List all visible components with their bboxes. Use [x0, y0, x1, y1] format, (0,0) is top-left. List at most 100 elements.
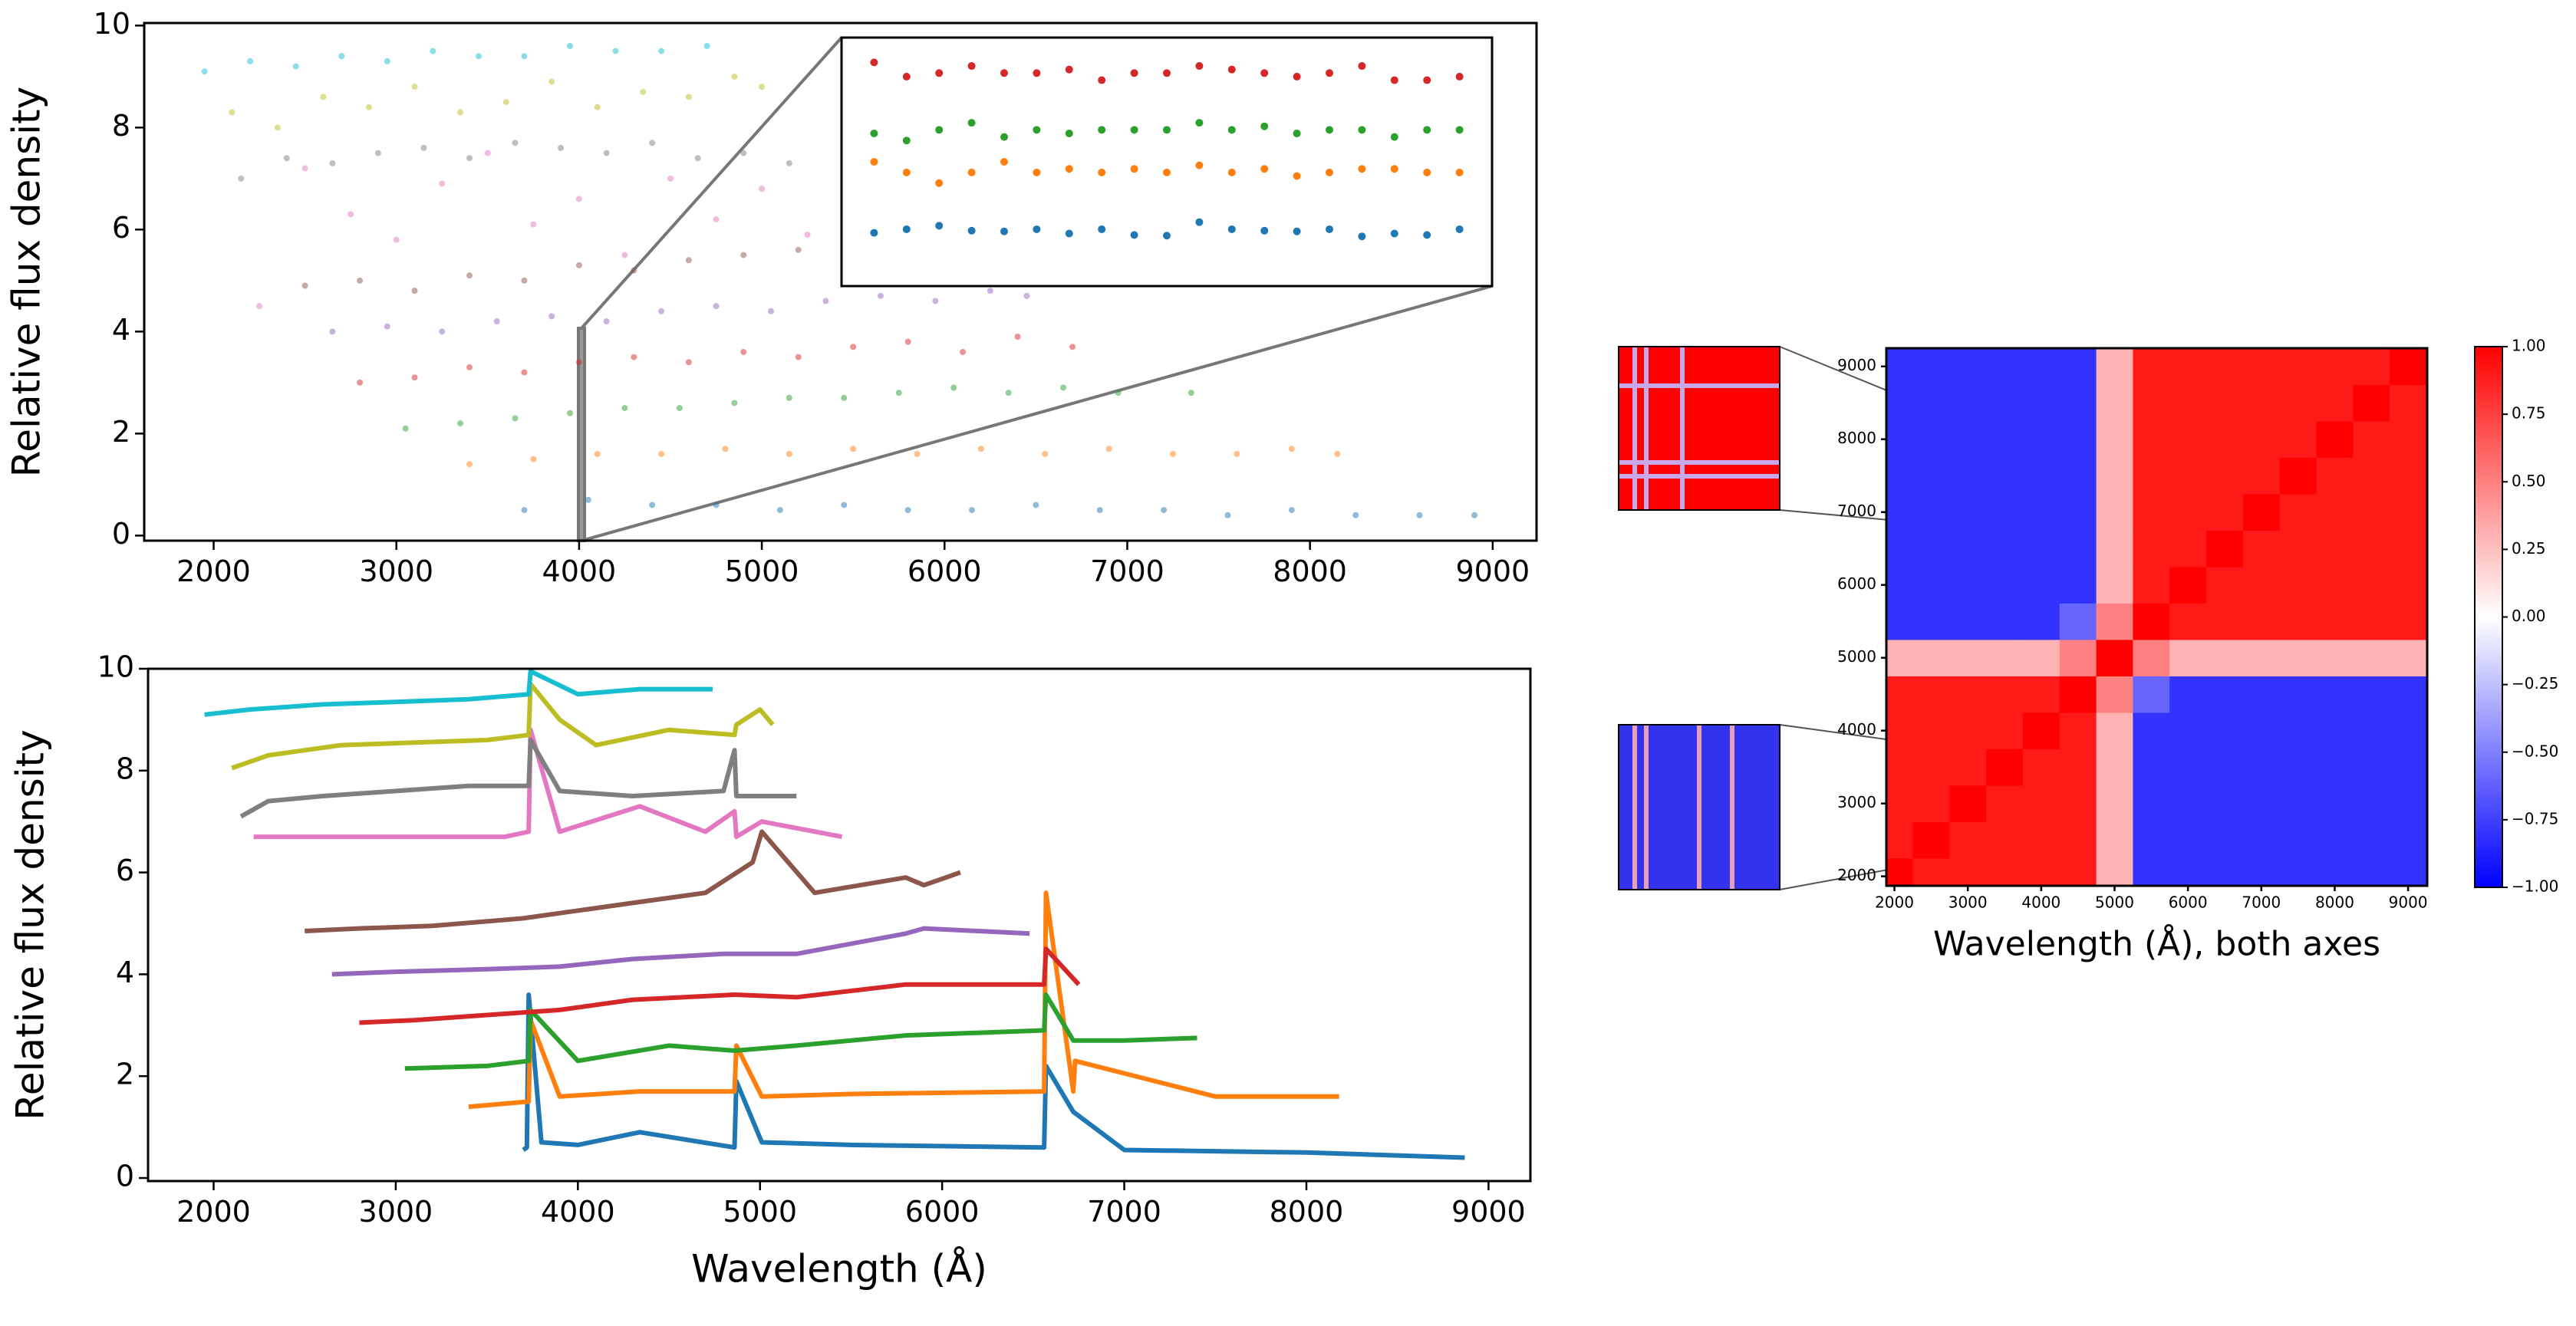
heatmap-cell	[1886, 785, 1913, 822]
data-point	[1195, 62, 1204, 71]
heatmap-cell	[2390, 566, 2427, 604]
data-point	[1105, 446, 1112, 452]
data-point	[247, 58, 254, 64]
colorbar-tick-label: −0.25	[2512, 674, 2558, 693]
data-point	[1000, 158, 1008, 166]
data-point	[1352, 512, 1359, 518]
data-point	[713, 303, 720, 310]
spectrum-line	[231, 681, 775, 771]
data-point	[1260, 122, 1269, 130]
heatmap-cell	[2022, 749, 2060, 786]
x-tick-label: 4000	[541, 1195, 615, 1229]
heatmap-cell	[2169, 821, 2207, 859]
y-tick-label: 8	[112, 109, 130, 143]
data-point	[795, 354, 802, 360]
heatmap-cell	[1986, 639, 2024, 676]
heatmap-cell	[2242, 566, 2281, 604]
heatmap-cell	[2242, 785, 2281, 822]
data-point	[320, 94, 327, 100]
data-point	[274, 124, 281, 131]
heatmap-cell	[2390, 457, 2427, 495]
heatmap-cell	[2059, 676, 2097, 713]
heatmap-cell	[1886, 749, 1913, 786]
data-point	[658, 450, 665, 457]
heatmap-cell	[1949, 712, 1987, 749]
heatmap-cell	[2169, 603, 2207, 640]
heatmap-cell	[2059, 857, 2097, 886]
heatmap-cell	[2390, 712, 2427, 749]
heatmap-cell	[2242, 639, 2281, 676]
heatmap-cell	[2169, 493, 2207, 531]
heatmap-cell	[2353, 530, 2390, 568]
data-point	[786, 160, 792, 166]
heatmap-cell	[1986, 566, 2024, 604]
heatmap-cell	[2169, 676, 2207, 713]
heatmap-cell	[1886, 566, 1913, 604]
heatmap-cell	[2133, 493, 2170, 531]
heatmap-cell	[2096, 676, 2133, 713]
colorbar-tick-label: −0.50	[2512, 742, 2558, 760]
data-point	[457, 109, 464, 116]
data-point	[902, 137, 911, 145]
data-point	[512, 140, 519, 146]
x-tick-label: 7000	[1087, 1195, 1161, 1229]
data-point	[1423, 76, 1431, 84]
heatmap-cell	[1986, 749, 2024, 786]
data-point	[1195, 161, 1204, 169]
data-point	[1423, 126, 1431, 134]
data-point	[201, 68, 208, 75]
x-tick-label: 6000	[905, 1195, 980, 1229]
y-tick-label: 2	[112, 415, 130, 449]
heatmap-cell	[2133, 785, 2170, 822]
heatmap-cell	[2353, 857, 2390, 886]
x-tick-label: 9000	[2389, 893, 2428, 912]
heatmap-cell	[2059, 712, 2097, 749]
data-point	[1390, 133, 1398, 141]
data-point	[977, 446, 984, 452]
heatmap-cell	[2242, 384, 2281, 422]
x-tick-label: 5000	[2095, 893, 2134, 912]
heatmap-cell	[2133, 712, 2170, 749]
data-point	[658, 48, 665, 54]
heatmap-cell	[2096, 603, 2133, 640]
heatmap-cell	[1949, 785, 1987, 822]
x-tick-label: 4000	[542, 554, 617, 588]
heatmap-cell	[2279, 420, 2317, 458]
data-point	[841, 502, 848, 508]
spectrum-line	[305, 829, 961, 933]
spectrum-line	[468, 890, 1339, 1110]
data-point	[575, 196, 582, 202]
heatmap-cell	[2059, 384, 2097, 422]
data-point	[1326, 69, 1333, 77]
heatmap-cell	[2242, 749, 2281, 786]
heatmap-cell	[2316, 566, 2354, 604]
plot-frame	[1885, 347, 2429, 887]
heatmap-cell	[2022, 493, 2060, 531]
heatmap-cell	[1912, 603, 1950, 640]
heatmap-cell	[1886, 420, 1913, 458]
heatmap-cell	[1986, 493, 2024, 531]
heatmap-cell	[2279, 493, 2317, 531]
heatmap-cell	[2096, 457, 2133, 495]
heatmap-cell	[1986, 712, 2024, 749]
data-point	[767, 308, 774, 314]
heatmap-cell	[2206, 530, 2244, 568]
heatmap-cell	[2316, 530, 2354, 568]
heatmap-cell	[2316, 348, 2354, 385]
data-point	[1005, 390, 1012, 396]
data-point	[1455, 72, 1464, 81]
data-point	[1260, 226, 1269, 235]
heatmap-cell	[1949, 749, 1987, 786]
data-point	[731, 400, 738, 406]
heatmap-cell	[2390, 420, 2427, 458]
x-axis-label: Wavelength (Å), both axes	[1933, 923, 2380, 964]
spectrum-line	[404, 992, 1197, 1071]
heatmap-cell	[2096, 530, 2133, 568]
data-point	[357, 277, 364, 284]
heatmap-cell	[1912, 457, 1950, 495]
y-tick-label: 4	[116, 956, 134, 989]
heatmap-cell	[2242, 857, 2281, 886]
data-point	[1163, 168, 1171, 176]
data-point	[1163, 69, 1171, 77]
x-tick-label: 2000	[1875, 893, 1914, 912]
